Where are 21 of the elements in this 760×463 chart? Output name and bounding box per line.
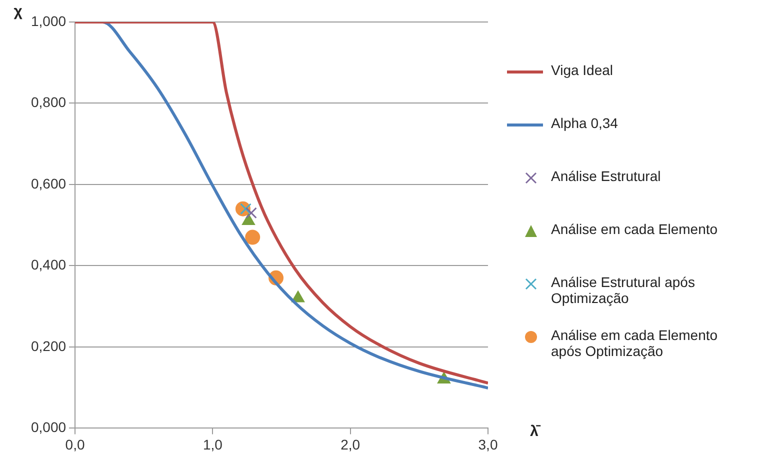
y-tick-label: 0,000 [30, 419, 66, 436]
x-tick-label: 0,0 [65, 436, 85, 452]
y-tick-label: 0,200 [30, 338, 66, 354]
y-tick-label: 0,600 [30, 175, 66, 192]
legend-label: Análise Estrutural [551, 168, 661, 184]
x-tick-label: 3,0 [478, 436, 498, 452]
x-tick-label: 2,0 [340, 436, 360, 452]
legend-label: Análise em cada Elemento após Optimização [551, 327, 719, 359]
point [246, 207, 257, 219]
legend-label: Viga Ideal [551, 62, 614, 78]
y-tick-label: 0,800 [30, 94, 66, 110]
legend-label: Análise em cada Elemento [551, 221, 718, 237]
y-tick-label: 1,000 [30, 12, 66, 29]
y-axis-title: χ [14, 3, 23, 20]
x-axis-title: λ̄ [530, 423, 542, 440]
x-tick-label: 1,0 [202, 436, 223, 452]
legend-label: Análise Estrutural após Optimização [551, 274, 696, 306]
y-tick-label: 0,400 [30, 256, 66, 273]
legend-label: Alpha 0,34 [551, 115, 618, 131]
point [242, 214, 256, 226]
point [245, 230, 260, 245]
